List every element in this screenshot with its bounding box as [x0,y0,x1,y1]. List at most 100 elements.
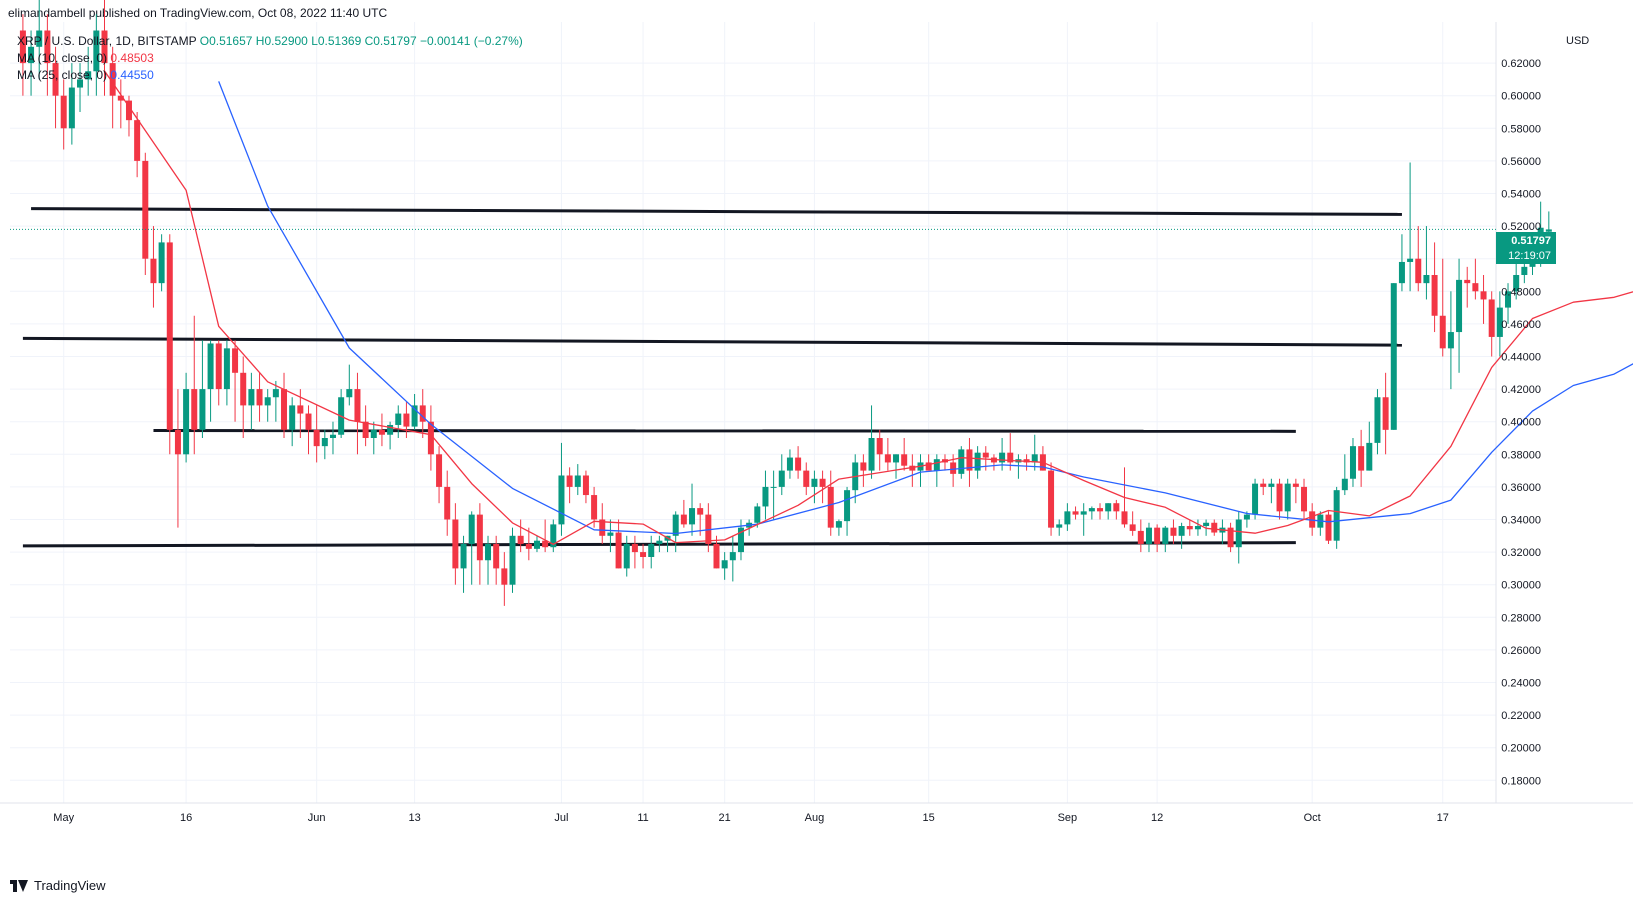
candle [444,470,451,536]
candle [672,511,679,553]
candle-body [134,120,141,161]
candle [762,470,769,520]
candle-body [754,506,761,523]
candle [1358,429,1365,487]
candle-body [607,532,614,536]
candle [893,454,900,479]
candle-body [884,454,891,463]
candle-body [1464,279,1471,284]
candle [1325,511,1332,544]
trend-line[interactable] [31,207,1402,216]
candle-body [436,454,443,487]
candle [134,112,141,178]
candle [990,454,997,471]
candle-body [615,532,622,569]
candle-body [1113,503,1120,512]
candle [313,405,320,463]
candle-body [1439,315,1446,349]
candle [256,372,263,422]
candle-body [1145,527,1152,544]
candle-body [183,389,190,455]
candle [370,421,377,455]
candle-body [901,454,908,466]
candle-body [313,429,320,447]
candle [60,79,67,150]
price-tick-label: 0.26000 [1501,645,1541,657]
candle [1480,275,1487,324]
tradingview-logo-icon [10,879,28,892]
candle-body [1521,266,1528,275]
candle [1431,242,1438,333]
tradingview-footer[interactable]: TradingView [10,878,106,893]
low-value: L0.51369 [311,34,362,48]
candle-body [272,389,279,398]
candle-body [199,389,206,430]
candle-body [1374,397,1381,443]
price-axis[interactable]: USD 0.62000 0.60000 0.58000 0.56000 0.54000 0… [1501,35,1589,787]
candle-body [125,100,132,121]
candle [835,519,842,536]
candle [860,454,867,487]
candle [354,372,361,455]
candle [1390,283,1397,430]
candle [1137,519,1144,553]
candle [958,446,965,479]
candle [109,46,116,129]
candle [1023,454,1030,471]
ma25-value: 0.44550 [110,68,154,82]
candle [1366,421,1373,471]
candle [623,535,630,577]
candle-body [403,413,410,427]
candle-body [689,508,696,525]
candle-body [427,421,434,455]
date-tick-label: 16 [180,812,192,824]
candle [101,0,108,96]
candle [215,340,222,406]
candle-body [729,552,736,561]
candle-body [1252,483,1259,515]
candle-body [1048,470,1055,528]
candle [656,535,663,553]
candle-body [395,413,402,425]
candle-body [52,63,59,96]
candle-body [1227,527,1234,548]
candle-body [517,535,524,544]
candle [1007,433,1014,471]
candle-body [1366,442,1373,471]
candle-body [215,343,222,390]
candle-body [950,462,957,474]
candle [680,499,687,528]
candle-body [1097,508,1104,512]
candle [770,470,777,520]
candle [631,535,638,569]
candle [240,356,247,438]
candle-body [1186,526,1193,530]
candle-body [362,421,369,438]
candle [77,63,84,112]
candle-body [1235,519,1242,548]
candle [1056,519,1063,536]
ma25-legend[interactable]: MA (25, close, 0) 0.44550 [17,67,154,83]
time-axis[interactable]: May 16 Jun 13 Jul 11 21 Aug 15 Sep 12 Oct 17 [53,812,1449,824]
candle [329,421,336,455]
candle [1194,519,1201,536]
candle-body [860,462,867,471]
candle-body [419,405,426,422]
candle-body [550,524,557,548]
candle-body [1488,299,1495,337]
candle-body [68,87,75,129]
trend-line[interactable] [22,336,1402,347]
candle-body [1513,275,1520,292]
candle-body [1243,514,1250,520]
last-price-badge [1496,232,1556,264]
candle [574,464,581,496]
candle-body [1545,229,1552,232]
candle-body [370,429,377,438]
ma10-legend[interactable]: MA (10, close, 0) 0.48503 [17,50,154,66]
candle [1505,283,1512,324]
candle-body [60,95,67,129]
candle [232,340,239,422]
symbol-name[interactable]: XRP / U.S. Dollar, 1D, BITSTAMP [17,34,197,48]
candle [1456,258,1463,373]
